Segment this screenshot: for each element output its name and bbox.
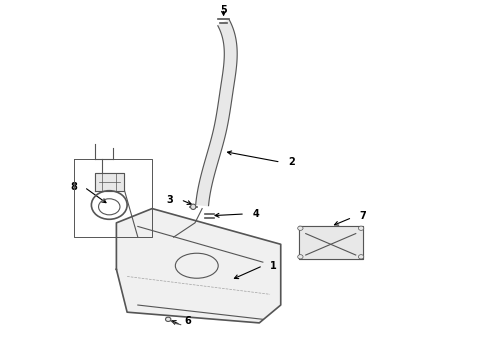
Ellipse shape [191, 204, 196, 210]
Text: 4: 4 [252, 209, 259, 219]
Text: 8: 8 [70, 182, 77, 192]
Text: 2: 2 [288, 157, 294, 167]
Ellipse shape [298, 226, 303, 230]
Ellipse shape [298, 255, 303, 259]
Ellipse shape [358, 226, 364, 230]
Polygon shape [117, 208, 281, 323]
Text: 3: 3 [167, 195, 173, 204]
Ellipse shape [358, 255, 364, 259]
Ellipse shape [166, 317, 171, 321]
Text: 7: 7 [359, 211, 366, 221]
Polygon shape [298, 226, 363, 258]
Polygon shape [196, 20, 237, 206]
Polygon shape [95, 173, 123, 191]
Text: 1: 1 [270, 261, 277, 271]
Text: 5: 5 [220, 5, 227, 15]
Text: 6: 6 [184, 316, 191, 327]
Ellipse shape [175, 253, 218, 278]
